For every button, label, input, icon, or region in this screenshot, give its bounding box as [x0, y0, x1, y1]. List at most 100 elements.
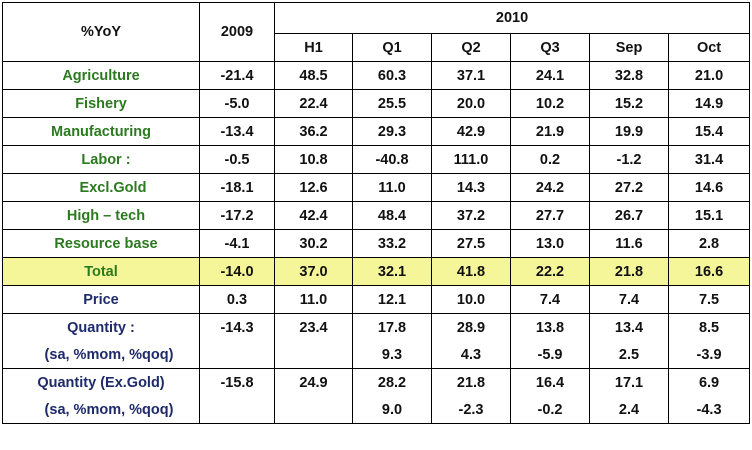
cell-value: 42.9: [431, 117, 511, 146]
cell-value: 28.2: [352, 368, 432, 396]
row-label: Manufacturing: [2, 117, 200, 146]
cell-value: 21.8: [431, 368, 511, 396]
row-label: (sa, %mom, %qoq): [2, 341, 200, 369]
table-row: Resource base -4.1 30.2 33.2 27.5 13.0 1…: [2, 229, 751, 258]
table-row: Excl.Gold -18.1 12.6 11.0 14.3 24.2 27.2…: [2, 173, 751, 202]
cell-value: -14.3: [199, 313, 275, 341]
table-row: Price 0.3 11.0 12.1 10.0 7.4 7.4 7.5: [2, 285, 751, 314]
period-header-q1: Q1: [352, 33, 432, 62]
cell-value: 28.9: [431, 313, 511, 341]
row-label: Fishery: [2, 89, 200, 118]
cell-value: 21.8: [589, 257, 669, 286]
table-row: High – tech -17.2 42.4 48.4 37.2 27.7 26…: [2, 201, 751, 230]
cell-value: -4.1: [199, 229, 275, 258]
cell-value: 7.4: [510, 285, 590, 314]
cell-value: 7.4: [589, 285, 669, 314]
cell-value: 60.3: [352, 61, 432, 90]
cell-value: -14.0: [199, 257, 275, 286]
cell-value: 17.8: [352, 313, 432, 341]
cell-value: 16.4: [510, 368, 590, 396]
row-label: Price: [2, 285, 200, 314]
cell-value: -0.5: [199, 145, 275, 174]
cell-value: 24.2: [510, 173, 590, 202]
cell-value: [199, 396, 275, 424]
cell-value: 31.4: [667, 145, 751, 174]
cell-value: 32.8: [589, 61, 669, 90]
cell-value: 14.3: [431, 173, 511, 202]
cell-value: 23.4: [274, 313, 353, 341]
cell-value: 33.2: [352, 229, 432, 258]
cell-value: -0.2: [510, 396, 590, 424]
row-label: Excl.Gold: [2, 173, 200, 202]
cell-value: 10.2: [510, 89, 590, 118]
cell-value: 21.0: [667, 61, 751, 90]
cell-value: 8.5: [667, 313, 751, 341]
year-2010-header: 2010: [273, 2, 751, 34]
cell-value: 20.0: [431, 89, 511, 118]
cell-value: 37.1: [431, 61, 511, 90]
cell-value: 15.1: [667, 201, 751, 230]
cell-value: 13.8: [510, 313, 590, 341]
cell-value: 9.0: [352, 396, 432, 424]
table-row: (sa, %mom, %qoq) 9.3 4.3 -5.9 2.5 -3.9: [2, 341, 751, 369]
cell-value: -5.9: [510, 341, 590, 369]
cell-value: 13.4: [589, 313, 669, 341]
table-row: Fishery -5.0 22.4 25.5 20.0 10.2 15.2 14…: [2, 89, 751, 118]
table-row: Quantity : -14.3 23.4 17.8 28.9 13.8 13.…: [2, 313, 751, 341]
cell-value: -5.0: [199, 89, 275, 118]
row-label: (sa, %mom, %qoq): [2, 396, 200, 424]
cell-value: 7.5: [667, 285, 751, 314]
cell-value: 32.1: [352, 257, 432, 286]
cell-value: 21.9: [510, 117, 590, 146]
cell-value: -21.4: [199, 61, 275, 90]
table-row: Labor : -0.5 10.8 -40.8 111.0 0.2 -1.2 3…: [2, 145, 751, 174]
cell-value: 0.2: [510, 145, 590, 174]
period-header-oct: Oct: [667, 33, 751, 62]
cell-value: 15.2: [589, 89, 669, 118]
yoy-table: %YoY 2009 2010 H1 Q1 Q2 Q3 Sep Oct Agric…: [2, 2, 751, 424]
table-row: Manufacturing -13.4 36.2 29.3 42.9 21.9 …: [2, 117, 751, 146]
cell-value: 14.6: [667, 173, 751, 202]
cell-value: 27.7: [510, 201, 590, 230]
cell-value: 37.0: [274, 257, 353, 286]
table-row: Quantity (Ex.Gold) -15.8 24.9 28.2 21.8 …: [2, 368, 751, 396]
cell-value: 9.3: [352, 341, 432, 369]
cell-value: 2.4: [589, 396, 669, 424]
corner-header: %YoY: [2, 2, 200, 62]
cell-value: -1.2: [589, 145, 669, 174]
cell-value: 12.6: [274, 173, 353, 202]
cell-value: 27.2: [589, 173, 669, 202]
cell-value: -3.9: [667, 341, 751, 369]
cell-value: 48.5: [274, 61, 353, 90]
cell-value: [199, 341, 275, 369]
cell-value: 10.8: [274, 145, 353, 174]
total-row: Total -14.0 37.0 32.1 41.8 22.2 21.8 16.…: [2, 257, 751, 286]
cell-value: 24.1: [510, 61, 590, 90]
cell-value: 26.7: [589, 201, 669, 230]
cell-value: 12.1: [352, 285, 432, 314]
cell-value: 17.1: [589, 368, 669, 396]
cell-value: 6.9: [667, 368, 751, 396]
cell-value: 10.0: [431, 285, 511, 314]
table-row: Agriculture -21.4 48.5 60.3 37.1 24.1 32…: [2, 61, 751, 90]
cell-value: -17.2: [199, 201, 275, 230]
cell-value: 27.5: [431, 229, 511, 258]
cell-value: 15.4: [667, 117, 751, 146]
cell-value: 48.4: [352, 201, 432, 230]
cell-value: 29.3: [352, 117, 432, 146]
period-header-h1: H1: [274, 33, 353, 62]
period-header-sep: Sep: [589, 33, 669, 62]
cell-value: 22.4: [274, 89, 353, 118]
cell-value: -13.4: [199, 117, 275, 146]
cell-value: 11.0: [274, 285, 353, 314]
row-label: Total: [2, 257, 200, 286]
cell-value: 36.2: [274, 117, 353, 146]
row-label: Quantity :: [2, 313, 200, 341]
cell-value: 24.9: [274, 368, 353, 396]
cell-value: 13.0: [510, 229, 590, 258]
cell-value: 14.9: [667, 89, 751, 118]
cell-value: 22.2: [510, 257, 590, 286]
cell-value: 42.4: [274, 201, 353, 230]
cell-value: 2.5: [589, 341, 669, 369]
cell-value: 25.5: [352, 89, 432, 118]
